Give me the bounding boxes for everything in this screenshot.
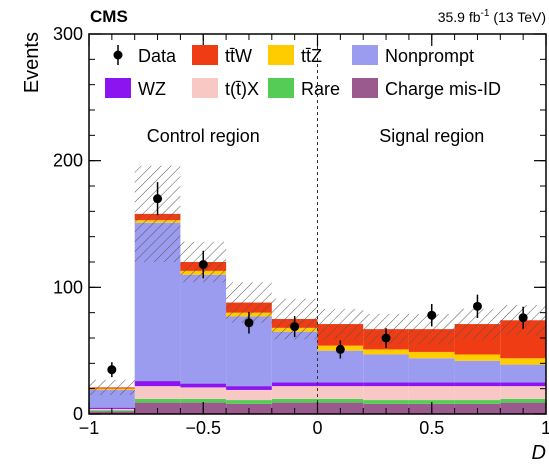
legend-label-ttz: tt̄Z: [301, 46, 322, 66]
legend-label-data: Data: [138, 46, 177, 66]
legend-label-ttx: t(t̄)X: [225, 79, 259, 99]
data-point-5: [335, 344, 345, 354]
legend-swatch-ttx: [192, 78, 218, 98]
bar-rare-bin-7: [408, 400, 455, 404]
legend-label-chargemisid: Charge mis-ID: [385, 79, 501, 99]
luminosity-label: 35.9 fb-1 (13 TeV): [438, 8, 546, 25]
bar-wz-bin-9: [500, 382, 546, 387]
data-point-1: [153, 194, 163, 204]
bar-nonprompt-bin-2: [180, 274, 227, 384]
bar-t-t-x-bin-3: [226, 389, 272, 401]
bar-wz-bin-1: [134, 381, 181, 387]
y-tick-label-2: 200: [53, 151, 83, 171]
data-points: [107, 182, 528, 378]
lumi-energy: (13 TeV): [489, 9, 546, 25]
legend-swatch-wz: [105, 78, 131, 98]
data-point-0: [107, 365, 117, 375]
bar-rare-bin-8: [454, 400, 501, 404]
region-labels: Control region Signal region: [147, 126, 485, 146]
data-point-6: [381, 333, 391, 343]
x-tick-label-1: −0.5: [185, 418, 221, 438]
bar-wz-bin-4: [271, 382, 318, 387]
lumi-value: 35.9 fb: [438, 9, 481, 25]
x-tick-label-4: 1: [541, 418, 549, 438]
bar-rare-bin-1: [134, 398, 181, 403]
legend-swatch-chargemisid: [352, 78, 378, 98]
x-tick-label-0: −1: [79, 418, 100, 438]
data-point-4: [290, 322, 300, 332]
bar-rare-bin-5: [317, 398, 364, 403]
bar-t-t-x-bin-5: [317, 386, 364, 399]
y-tick-label-3: 300: [53, 24, 83, 44]
legend-data-marker: [113, 50, 123, 60]
bar-wz-bin-7: [408, 382, 455, 387]
bar-t-t-x-bin-7: [408, 386, 455, 401]
bar-tt-z-bin-7: [408, 351, 455, 359]
legend-swatch-ttw: [192, 45, 218, 65]
tick-labels: −1 −0.5 0 0.5 1 0 100 200 300: [53, 24, 549, 438]
region-label-1: Signal region: [379, 126, 484, 146]
x-tick-label-3: 0.5: [419, 418, 444, 438]
bar-wz-bin-3: [226, 386, 272, 390]
legend-label-wz: WZ: [138, 79, 166, 99]
bar-t-t-x-bin-6: [363, 386, 409, 401]
bar-rare-bin-2: [180, 398, 227, 403]
bar-tt-z-bin-6: [363, 349, 409, 355]
y-tick-label-1: 100: [53, 277, 83, 297]
uncertainty-band-bin-5: [317, 308, 364, 340]
data-point-3: [244, 318, 254, 328]
bar-t-t-x-bin-2: [180, 387, 227, 399]
data-point-7: [427, 310, 437, 320]
legend-swatch-ttz: [268, 45, 294, 65]
bar-rare-bin-4: [271, 398, 318, 403]
bar-nonprompt-bin-7: [408, 358, 455, 383]
bar-t-t-x-bin-9: [500, 386, 546, 399]
bar-t-t-x-bin-8: [454, 386, 501, 401]
data-point-8: [472, 301, 482, 311]
x-tick-label-2: 0: [312, 418, 322, 438]
bar-wz-bin-2: [180, 383, 227, 388]
bar-wz-bin-6: [363, 382, 409, 387]
bar-nonprompt-bin-8: [454, 360, 501, 383]
region-label-0: Control region: [147, 126, 260, 146]
legend: Data tt̄W tt̄Z Nonprompt WZ t(t̄)X Rare Charge …: [105, 45, 501, 99]
legend-swatch-nonprompt: [352, 45, 378, 65]
bar-nonprompt-bin-9: [500, 364, 546, 383]
data-point-2: [198, 260, 208, 270]
legend-label-nonprompt: Nonprompt: [385, 46, 474, 66]
legend-label-rare: Rare: [301, 79, 340, 99]
legend-label-ttw: tt̄W: [225, 46, 252, 66]
bar-wz-bin-5: [317, 382, 364, 387]
bar-tt-z-bin-9: [500, 358, 546, 365]
uncertainty-band-bin-0: [89, 379, 135, 395]
experiment-label: CMS: [90, 7, 128, 26]
axis-ticks: [88, 33, 547, 415]
data-point-9: [518, 313, 528, 323]
bar-t-t-x-bin-4: [271, 386, 318, 399]
bar-rare-bin-6: [363, 400, 409, 404]
x-axis-title: D: [532, 442, 546, 464]
legend-swatch-rare: [268, 78, 294, 98]
y-tick-label-0: 0: [73, 404, 83, 424]
bar-nonprompt-bin-4: [271, 331, 318, 383]
bar-rare-bin-3: [226, 400, 272, 404]
bar-tt-z-bin-8: [454, 354, 501, 361]
bar-t-t-x-bin-1: [134, 386, 181, 399]
y-axis-title: Events: [21, 32, 43, 93]
bar-rare-bin-9: [500, 398, 546, 403]
bar-wz-bin-8: [454, 382, 501, 387]
lumi-exponent: -1: [481, 8, 490, 19]
bar-nonprompt-bin-6: [363, 354, 409, 383]
